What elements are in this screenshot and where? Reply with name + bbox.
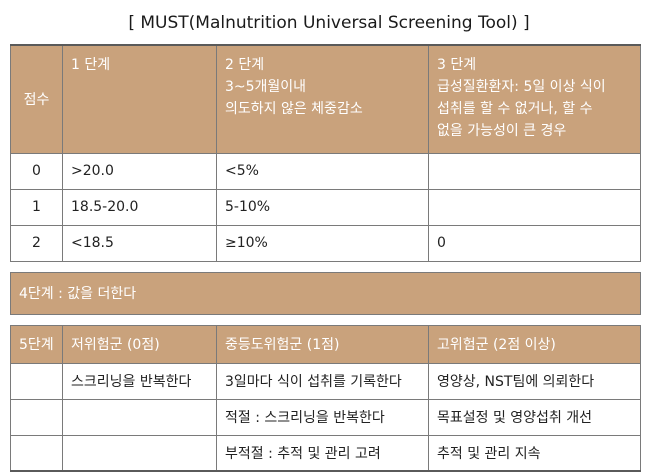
stage5-label: 5단계 xyxy=(10,324,63,364)
stage3-header: 3 단계 급성질환환자: 5일 이상 식이 섭취를 할 수 없거나, 할 수 없… xyxy=(428,44,641,154)
stage1-cell: >20.0 xyxy=(62,152,217,190)
stage3-desc-line3: 없을 가능성이 큰 경우 xyxy=(437,123,567,139)
stage4-row: 4단계 : 값을 더한다 xyxy=(10,271,641,315)
high-risk-cell: 영양상, NST팀에 의뢰한다 xyxy=(428,362,641,400)
spacer-row xyxy=(10,313,641,326)
stage5-row: 5단계 저위험군 (0점) 중등도위험군 (1점) 고위험군 (2점 이상) xyxy=(10,324,641,364)
stage1-cell: 18.5-20.0 xyxy=(62,188,217,226)
score-cell: 1 xyxy=(10,188,63,226)
low-risk-header: 저위험군 (0점) xyxy=(62,324,217,364)
score-cell: 0 xyxy=(10,152,63,190)
medium-risk-header: 중등도위험군 (1점) xyxy=(216,324,429,364)
stage1-header: 1 단계 xyxy=(62,44,217,154)
table-row: 적절 : 스크리닝을 반복한다 목표설정 및 영양섭취 개선 xyxy=(10,398,641,436)
table-row: 스크리닝을 반복한다 3일마다 식이 섭취를 기록한다 영양상, NST팀에 의… xyxy=(10,362,641,400)
stage2-cell: <5% xyxy=(216,152,429,190)
stage3-cell xyxy=(428,188,641,226)
table-row: 1 18.5-20.0 5-10% xyxy=(10,188,641,226)
low-risk-cell xyxy=(62,398,217,436)
score-header: 점수 xyxy=(10,44,63,154)
low-risk-cell: 스크리닝을 반복한다 xyxy=(62,362,217,400)
table-title: [ MUST(Malnutrition Universal Screening … xyxy=(128,13,530,33)
stage1-title: 1 단계 xyxy=(71,57,111,73)
stage3-desc-line2: 섭취를 할 수 없거나, 할 수 xyxy=(437,101,593,117)
medium-risk-cell: 적절 : 스크리닝을 반복한다 xyxy=(216,398,429,436)
stage3-cell xyxy=(428,152,641,190)
stage2-desc-line1: 3~5개월이내 xyxy=(225,79,307,95)
stage2-cell: 5-10% xyxy=(216,188,429,226)
table-row: 2 <18.5 ≥10% 0 xyxy=(10,224,641,262)
stage2-desc-line2: 의도하지 않은 체중감소 xyxy=(225,101,363,117)
high-risk-header: 고위험군 (2점 이상) xyxy=(428,324,641,364)
stage3-cell: 0 xyxy=(428,224,641,262)
must-table: 점수 1 단계 2 단계 3~5개월이내 의도하지 않은 체중감소 3 단계 급… xyxy=(10,44,641,472)
stage3-desc-line1: 급성질환환자: 5일 이상 식이 xyxy=(437,79,606,95)
stage2-cell: ≥10% xyxy=(216,224,429,262)
stage2-header: 2 단계 3~5개월이내 의도하지 않은 체중감소 xyxy=(216,44,429,154)
score-cell: 2 xyxy=(10,224,63,262)
stage4-cell: 4단계 : 값을 더한다 xyxy=(10,271,641,315)
empty-cell xyxy=(10,362,63,400)
empty-cell xyxy=(10,398,63,436)
stage3-title: 3 단계 xyxy=(437,57,477,73)
high-risk-cell: 목표설정 및 영양섭취 개선 xyxy=(428,398,641,436)
spacer-row xyxy=(10,260,641,273)
stage1-cell: <18.5 xyxy=(62,224,217,262)
header-row: 점수 1 단계 2 단계 3~5개월이내 의도하지 않은 체중감소 3 단계 급… xyxy=(10,44,641,154)
stage2-title: 2 단계 xyxy=(225,57,265,73)
table-row: 0 >20.0 <5% xyxy=(10,152,641,190)
medium-risk-cell: 3일마다 식이 섭취를 기록한다 xyxy=(216,362,429,400)
